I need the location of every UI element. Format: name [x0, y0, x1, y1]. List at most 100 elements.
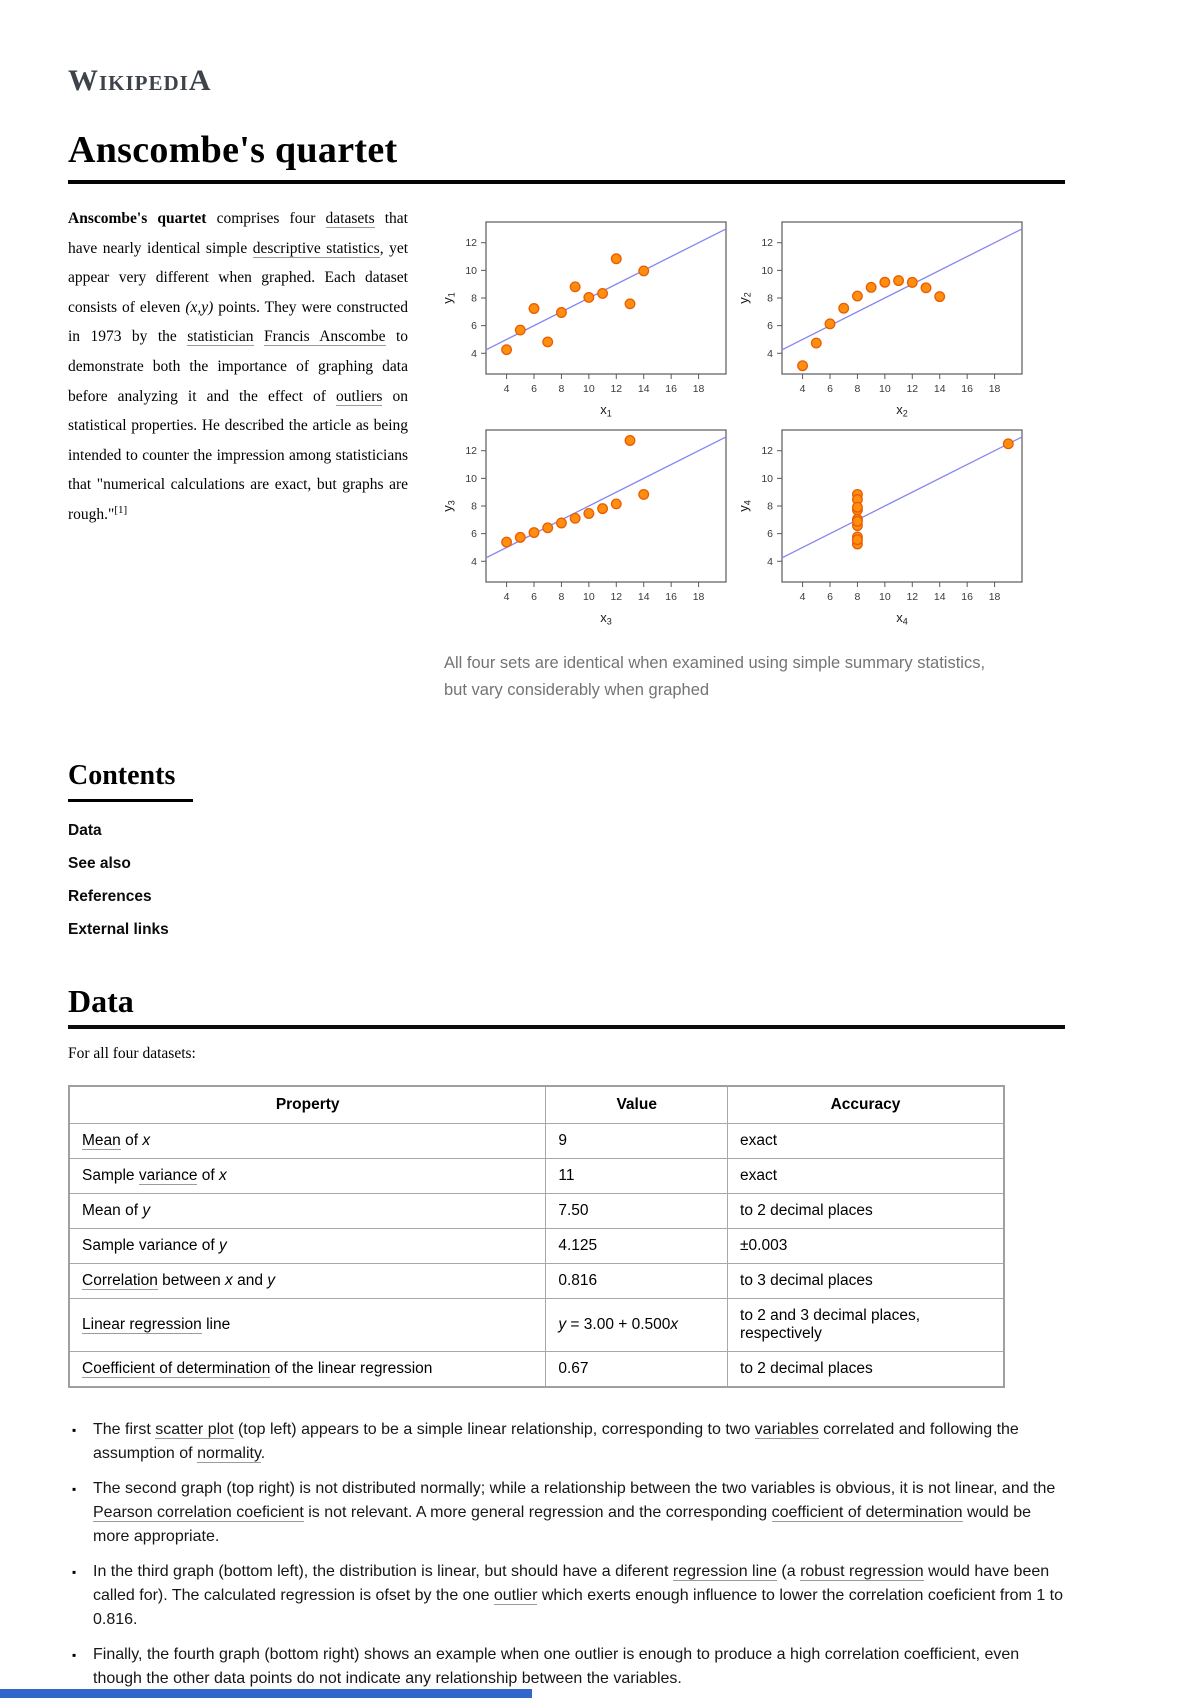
- text-run: x: [142, 1132, 151, 1149]
- text-run: correlated and following the assumption …: [93, 1421, 1019, 1462]
- svg-text:8: 8: [855, 383, 861, 395]
- link[interactable]: Correlation: [82, 1272, 158, 1290]
- svg-text:8: 8: [559, 383, 565, 395]
- text-run: y: [219, 1237, 227, 1254]
- svg-text:16: 16: [961, 383, 973, 395]
- text-run: In the third graph (bottom left), the di…: [93, 1563, 673, 1580]
- text-run: 0.67: [558, 1360, 589, 1377]
- text-run: comprises four: [206, 210, 326, 227]
- svg-text:10: 10: [761, 473, 773, 485]
- svg-text:6: 6: [827, 383, 833, 395]
- accuracy-cell: to 2 and 3 decimal places, respectively: [727, 1298, 1005, 1352]
- toc-item-see-also[interactable]: See also: [68, 855, 131, 872]
- link[interactable]: descriptive statistics: [252, 239, 380, 258]
- text-run: (a: [776, 1563, 801, 1580]
- text-run: The first: [93, 1421, 156, 1438]
- svg-text:x2: x2: [896, 402, 908, 419]
- svg-text:10: 10: [583, 383, 595, 395]
- link[interactable]: Pearson correlation coeficient: [93, 1504, 304, 1522]
- value-cell: 11: [545, 1158, 729, 1194]
- property-cell: Linear regression line: [68, 1298, 547, 1352]
- scatter-plot-y1-vs-x1: 4 6 8 10 12 4 6 8 10 12 14 16 18 y1 x1: [438, 212, 734, 420]
- text-run: to demonstrate both the importance of gr…: [68, 328, 408, 405]
- wikipedia-wordmark: WikipediA: [68, 64, 212, 97]
- table-row: Linear regression line y = 3.00 + 0.500x t…: [68, 1298, 1005, 1352]
- svg-text:4: 4: [767, 556, 773, 568]
- figure-column: 4 6 8 10 12 4 6 8 10 12 14 16 18 y1 x1 4 6 8 10 12 4 6 8 10 12 14…: [408, 204, 1065, 704]
- svg-text:6: 6: [471, 528, 477, 540]
- svg-text:8: 8: [471, 501, 477, 513]
- svg-text:16: 16: [961, 591, 973, 603]
- property-cell: Mean of x: [68, 1123, 547, 1159]
- svg-text:10: 10: [465, 265, 477, 277]
- svg-text:12: 12: [610, 591, 622, 603]
- value-cell: 7.50: [545, 1193, 729, 1229]
- text-run: (x,y): [185, 298, 214, 316]
- svg-text:y1: y1: [440, 292, 457, 304]
- toc-item-external-links[interactable]: External links: [68, 921, 169, 938]
- text-run: Finally, the fourth graph (bottom right)…: [93, 1646, 1020, 1687]
- link[interactable]: scatter plot: [155, 1421, 234, 1439]
- link[interactable]: outlier: [493, 1587, 538, 1605]
- value-cell: y = 3.00 + 0.500x: [545, 1298, 729, 1352]
- link[interactable]: statistician: [187, 328, 254, 347]
- text-run: y: [558, 1316, 567, 1333]
- link[interactable]: robust regression: [800, 1563, 924, 1581]
- column-header-accuracy: Accuracy: [727, 1085, 1005, 1124]
- table-row: Correlation between x and y 0.816 to 3 dec…: [68, 1263, 1005, 1299]
- svg-text:10: 10: [879, 591, 891, 603]
- svg-text:18: 18: [989, 383, 1001, 395]
- link[interactable]: datasets: [325, 210, 375, 228]
- text-run: line: [201, 1316, 231, 1333]
- property-cell: Coefficient of determination of the line…: [68, 1351, 547, 1388]
- accuracy-cell: exact: [727, 1158, 1005, 1194]
- svg-text:10: 10: [465, 473, 477, 485]
- svg-text:14: 14: [934, 591, 946, 603]
- table-row: Coefficient of determination of the line…: [68, 1351, 1005, 1388]
- accuracy-cell: ±0.003: [727, 1228, 1005, 1264]
- table-body: Mean of x 9 exact Sample variance of x 11 exa…: [68, 1123, 1005, 1388]
- svg-text:8: 8: [767, 293, 773, 305]
- text-run: = 3.00 + 0.500: [566, 1316, 671, 1333]
- anscombe-quartet-figure[interactable]: 4 6 8 10 12 4 6 8 10 12 14 16 18 y1 x1 4 6 8 10 12 4 6 8 10 12 14…: [438, 212, 1065, 628]
- text-run: is not relevant. A more general regressi…: [303, 1504, 772, 1521]
- link[interactable]: outliers: [335, 387, 383, 406]
- svg-text:8: 8: [471, 293, 477, 305]
- svg-text:y4: y4: [736, 500, 753, 512]
- property-cell: Mean of y: [68, 1193, 547, 1229]
- observation-item: ▪ The first scatter plot (top left) appea…: [70, 1418, 1070, 1466]
- observation-item: ▪ The second graph (top right) is not dis…: [70, 1477, 1070, 1549]
- text-run: between: [157, 1272, 226, 1289]
- bottom-blue-bar: [0, 1689, 532, 1698]
- toc-item-data[interactable]: Data: [68, 822, 102, 839]
- link[interactable]: Mean: [82, 1132, 121, 1150]
- observation-item: ▪ In the third graph (bottom left), the d…: [70, 1560, 1070, 1632]
- svg-text:8: 8: [855, 591, 861, 603]
- text-run: x: [225, 1272, 233, 1289]
- observations-list: ▪ The first scatter plot (top left) appea…: [70, 1418, 1070, 1691]
- link[interactable]: Linear regression: [82, 1316, 202, 1334]
- text-run: of: [197, 1167, 220, 1184]
- text-run: x: [670, 1316, 679, 1333]
- column-header-value: Value: [545, 1085, 729, 1124]
- text-run: which exerts enough influence to lower t…: [93, 1587, 1064, 1628]
- bullet-marker-icon: ▪: [72, 1565, 77, 1579]
- data-section-heading: Data: [68, 983, 1065, 1029]
- reference-marker[interactable]: [1]: [114, 503, 128, 516]
- scatter-plot-y3-vs-x3: 4 6 8 10 12 4 6 8 10 12 14 16 18 y3 x3: [438, 420, 734, 628]
- scatter-plot-y4-vs-x4: 4 6 8 10 12 4 6 8 10 12 14 16 18 y4 x4: [734, 420, 1030, 628]
- text-run: .: [260, 1445, 266, 1462]
- value-cell: 0.816: [545, 1263, 729, 1299]
- link[interactable]: Coefficient of determination: [82, 1360, 271, 1378]
- svg-text:4: 4: [471, 348, 477, 360]
- link[interactable]: variance: [138, 1167, 198, 1185]
- text-run: 9: [558, 1132, 567, 1149]
- link[interactable]: Francis Anscombe: [263, 328, 386, 347]
- link[interactable]: regression line: [672, 1563, 777, 1581]
- link[interactable]: coefficient of determination: [771, 1504, 963, 1522]
- toc-item-references[interactable]: References: [68, 888, 152, 905]
- svg-text:6: 6: [767, 528, 773, 540]
- link[interactable]: normality: [197, 1445, 261, 1463]
- link[interactable]: variables: [754, 1421, 819, 1439]
